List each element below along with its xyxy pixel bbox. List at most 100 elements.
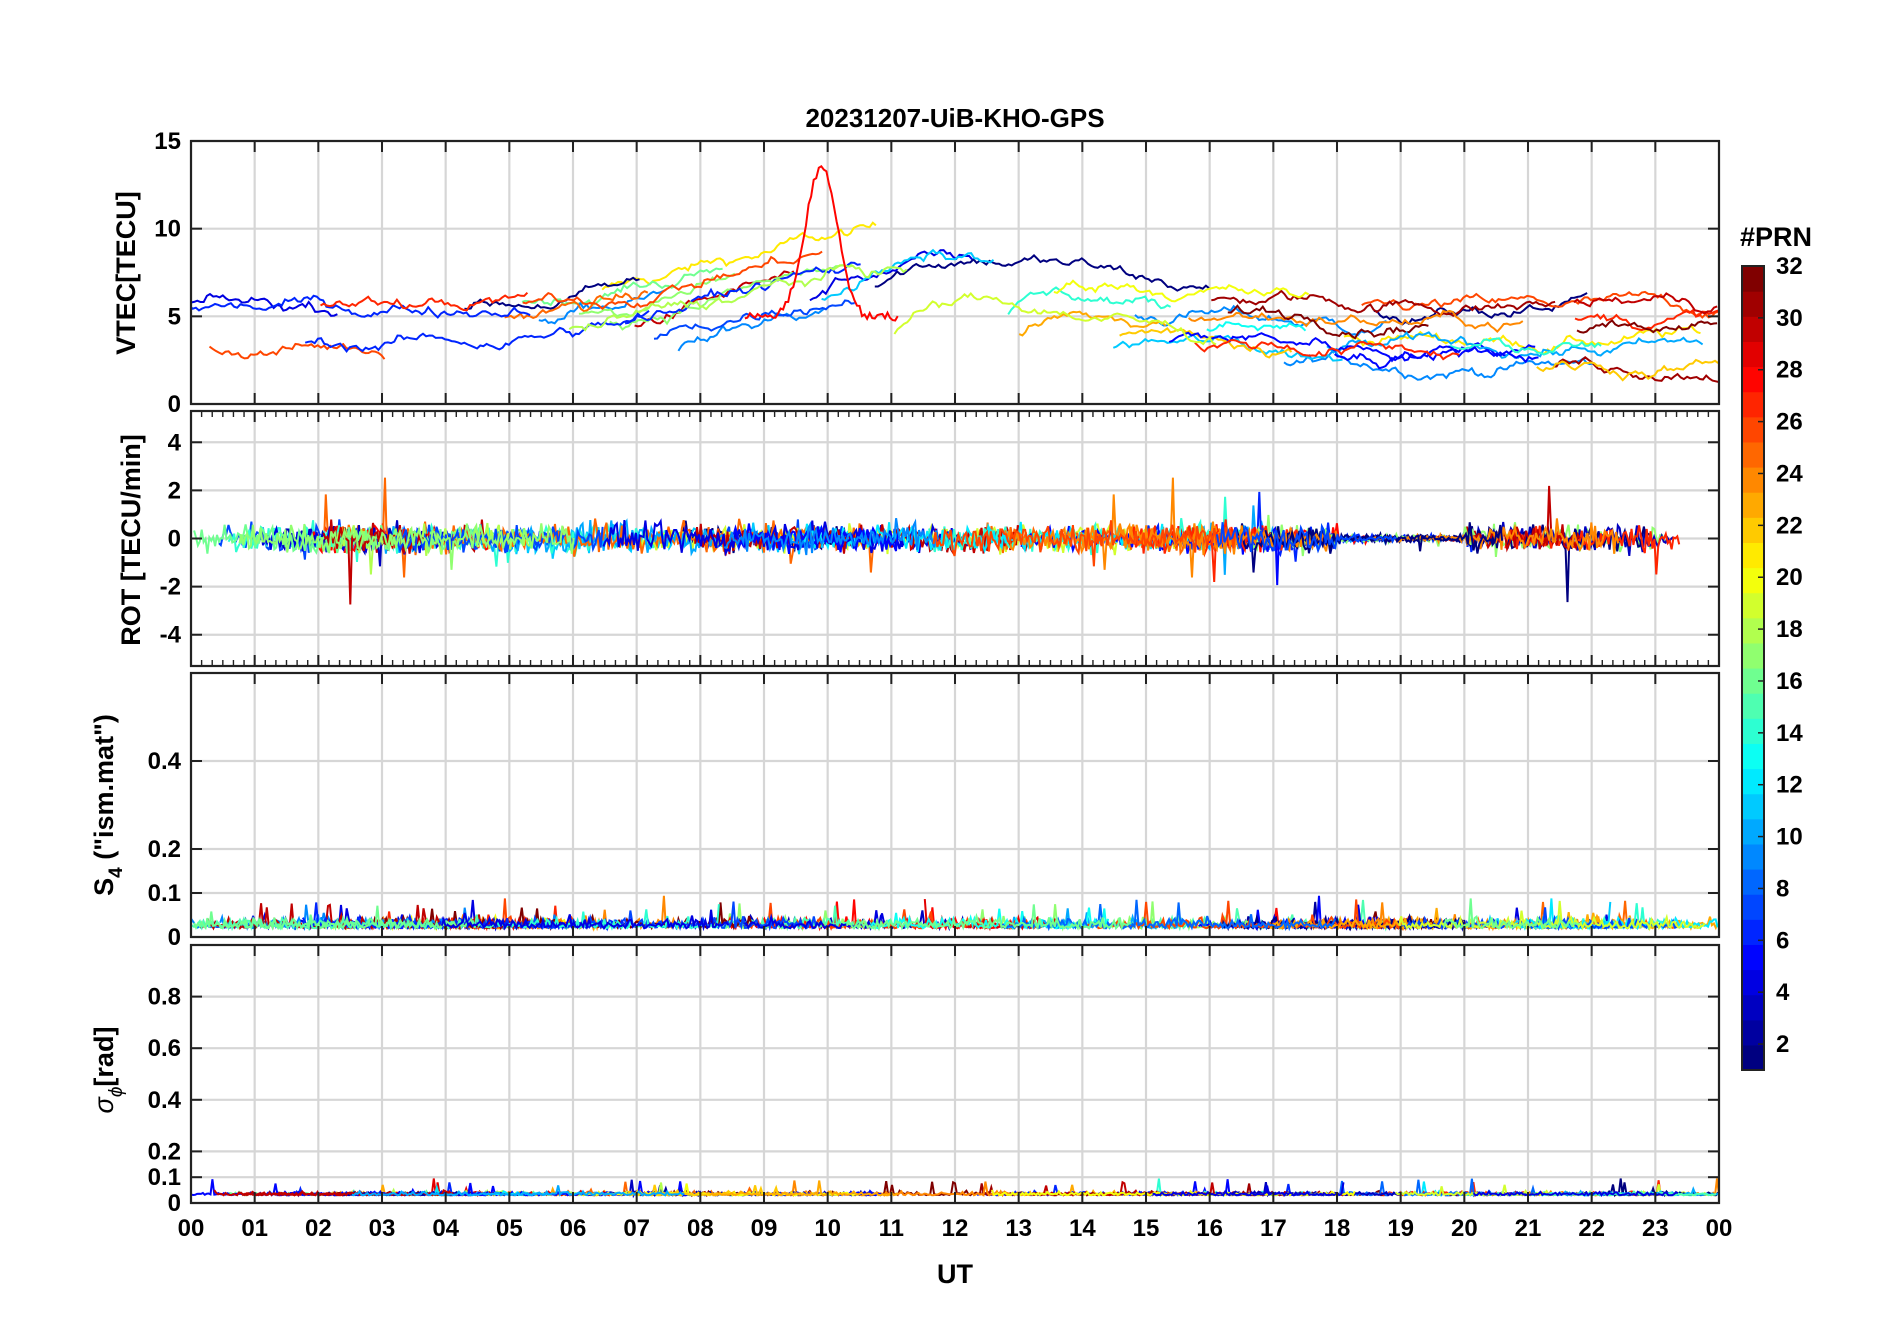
colorbar-band (1742, 843, 1764, 870)
colorbar-band (1742, 642, 1764, 669)
x-tick-label: 23 (1642, 1215, 1669, 1242)
colorbar-tick-label: 10 (1776, 824, 1803, 851)
y-axis-label-sigma-phi: σϕ[rad] (89, 1027, 127, 1114)
series-line-prn-30 (1573, 292, 1718, 315)
y-tick-label-s4: 0.2 (148, 836, 181, 863)
series-line-prn-10 (351, 1185, 685, 1197)
colorbar-tick-label: 18 (1776, 616, 1803, 643)
y-tick-label-s4: 0 (168, 924, 181, 951)
series-line-prn-17 (238, 522, 575, 570)
colorbar-band (1742, 1044, 1764, 1071)
colorbar-tick-label: 20 (1776, 564, 1803, 591)
series-line-prn-4 (440, 909, 730, 932)
y-tick-label-sigma_phi: 0.2 (148, 1138, 181, 1165)
colorbar-tick-label: 6 (1776, 927, 1789, 954)
y-axis-label-vtec-text: VTEC[TECU] (111, 191, 141, 355)
series-line-prn-18 (568, 264, 908, 332)
colorbar-band (1742, 567, 1764, 594)
colorbar-band (1742, 316, 1764, 342)
series-line-prn-9 (1134, 304, 1387, 337)
x-tick-label: 00 (1706, 1215, 1733, 1242)
series-line-prn-11 (1112, 333, 1343, 362)
colorbar-band (1742, 366, 1764, 393)
x-tick-label: 01 (241, 1215, 268, 1242)
colorbar-tick-label: 26 (1776, 409, 1803, 436)
series-line-prn-24 (1080, 477, 1333, 578)
x-tick-label: 09 (751, 1215, 778, 1242)
colorbar-band (1742, 441, 1764, 468)
y-tick-label-vtec: 15 (154, 128, 181, 155)
y-axis-label-rot-text: ROT [TECU/min] (116, 434, 146, 645)
colorbar-band (1742, 894, 1764, 920)
colorbar-frame (1741, 265, 1765, 1071)
colorbar-band (1742, 969, 1764, 996)
x-tick-label: 21 (1515, 1215, 1542, 1242)
colorbar-title: #PRN (1740, 222, 1812, 252)
colorbar-tick-label: 4 (1776, 979, 1790, 1006)
series-line-prn-27 (1194, 338, 1460, 361)
series-line-prn-32 (1227, 304, 1429, 340)
colorbar-tick-label: 24 (1776, 460, 1803, 487)
series-line-prn-27 (320, 291, 529, 312)
colorbar-band (1742, 492, 1764, 518)
y-tick-label-vtec: 0 (168, 391, 181, 418)
colorbar-band (1742, 416, 1764, 443)
series-line-prn-14 (1448, 337, 1602, 356)
y-axis-label-vtec: VTEC[TECU] (111, 191, 141, 355)
colorbar-band (1742, 467, 1764, 493)
series-group-vtec (191, 164, 1719, 383)
sigma-subscript: ϕ (106, 1087, 127, 1098)
series-line-prn-13 (1206, 321, 1307, 332)
series-line-prn-4 (1472, 1189, 1679, 1197)
series-line-prn-9 (723, 518, 940, 556)
y-tick-label-sigma_phi: 0.1 (148, 1164, 181, 1191)
series-line-prn-6 (624, 261, 861, 325)
colorbar-band (1742, 743, 1764, 770)
series-line-prn-20 (1053, 279, 1310, 303)
x-tick-label: 15 (1133, 1215, 1160, 1242)
y-tick-label-vtec: 10 (154, 216, 181, 243)
colorbar-band (1742, 1019, 1764, 1046)
x-tick-label: 07 (623, 1215, 650, 1242)
series-line-prn-4 (1152, 1182, 1345, 1197)
x-tick-label: 06 (560, 1215, 587, 1242)
colorbar-band (1742, 592, 1764, 619)
x-tick-label: 14 (1069, 1215, 1096, 1242)
y-tick-label-rot: 2 (168, 477, 181, 504)
x-tick-label: 13 (1005, 1215, 1032, 1242)
x-tick-label: 04 (432, 1215, 459, 1242)
x-tick-label: 20 (1451, 1215, 1478, 1242)
series-line-prn-16 (845, 904, 1132, 932)
sigma-symbol: σ (89, 1095, 119, 1113)
x-tick-label: 16 (1196, 1215, 1223, 1242)
x-tick-label: 19 (1387, 1215, 1414, 1242)
colorbar-tick-label: 30 (1776, 305, 1803, 332)
x-tick-label: 11 (879, 1215, 904, 1242)
series-line-prn-26 (208, 342, 386, 360)
colorbar-tick-label: 8 (1776, 875, 1789, 902)
y-tick-label-vtec: 5 (168, 303, 181, 330)
series-line-peak (744, 164, 899, 322)
sigma-label-rest: [rad] (89, 1027, 119, 1087)
x-tick-label: 10 (814, 1215, 841, 1242)
x-tick-label: 22 (1578, 1215, 1605, 1242)
series-line-prn-1 (874, 254, 1210, 292)
y-axis-label-sigma-phi-text: σϕ[rad] (89, 1027, 127, 1114)
series-line-prn-32 (1576, 319, 1718, 334)
colorbar-band (1742, 341, 1764, 368)
y-tick-label-s4: 0.1 (148, 880, 181, 907)
series-line-prn-6 (304, 310, 650, 353)
y-tick-label-rot: -2 (160, 574, 181, 601)
series-line-prn-21 (601, 221, 877, 291)
y-tick-label-rot: 0 (168, 526, 181, 553)
series-line-prn-6 (191, 294, 531, 319)
colorbar-tick-label: 22 (1776, 512, 1803, 539)
series-line-prn-22 (1536, 358, 1719, 382)
series-layer (191, 164, 1719, 1199)
colorbar-band (1742, 793, 1764, 820)
series-line-prn-16 (1443, 898, 1581, 931)
y-axis-label-s4: S4 ("ism.mat") (89, 714, 127, 896)
x-tick-label: 00 (178, 1215, 205, 1242)
colorbar-tick-label: 2 (1776, 1031, 1789, 1058)
